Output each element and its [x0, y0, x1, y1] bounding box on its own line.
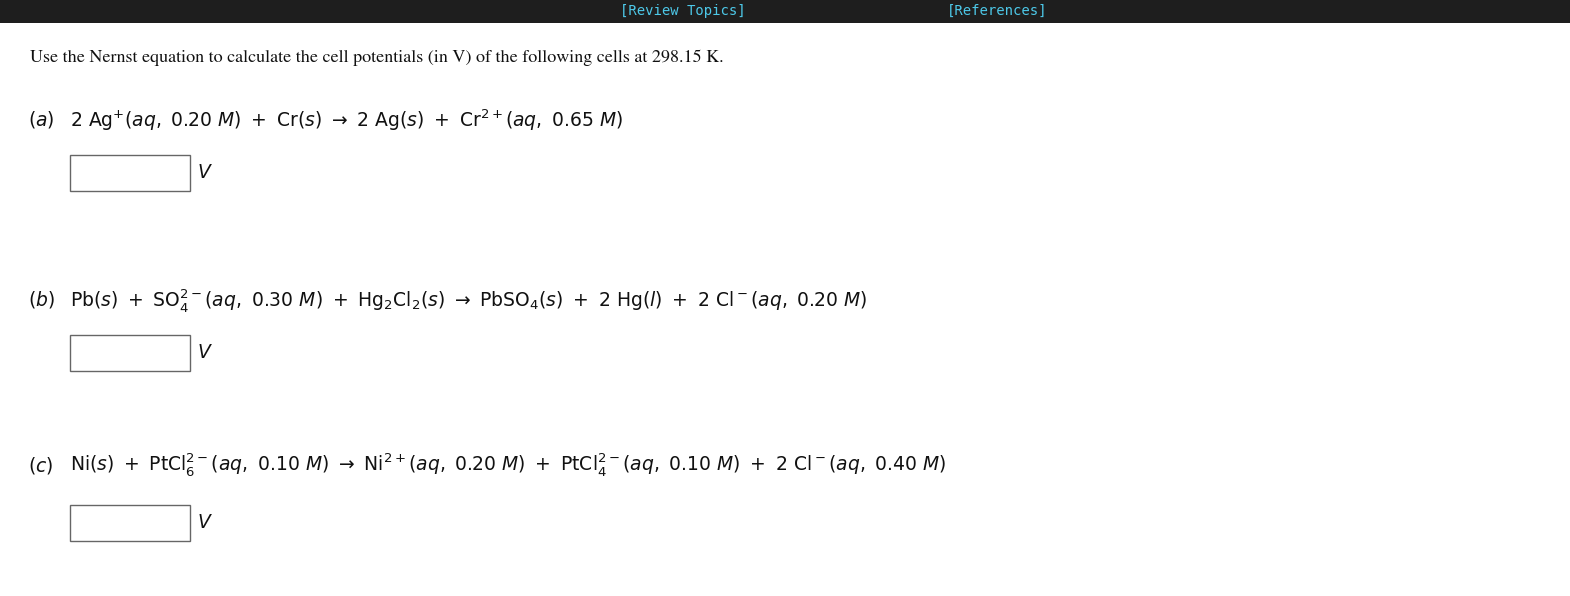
Text: $(b)$: $(b)$	[28, 290, 55, 311]
Bar	[71, 335, 190, 371]
Text: $(a)$: $(a)$	[28, 110, 55, 131]
Text: Use the Nernst equation to calculate the cell potentials (in V) of the following: Use the Nernst equation to calculate the…	[30, 50, 724, 66]
Text: [References]: [References]	[947, 4, 1047, 18]
Text: $(c)$: $(c)$	[28, 455, 53, 476]
Text: $V$: $V$	[196, 344, 214, 362]
Bar	[71, 155, 190, 191]
Text: $V$: $V$	[196, 164, 214, 182]
Text: $V$: $V$	[196, 514, 214, 532]
Text: $\mathrm{Ni}(\mathit{s})\ +\ \mathrm{PtCl}_6^{2-}(\mathit{aq},\ 0.10\ \mathit{M}: $\mathrm{Ni}(\mathit{s})\ +\ \mathrm{PtC…	[71, 452, 947, 479]
Bar	[71, 505, 190, 541]
Bar	[0, 0, 1570, 23]
Text: $2\ \mathrm{Ag}^{+}(\mathit{aq},\ 0.20\ \mathit{M})\ +\ \mathrm{Cr}(\mathit{s})$: $2\ \mathrm{Ag}^{+}(\mathit{aq},\ 0.20\ …	[71, 107, 623, 133]
Text: $\mathrm{Pb}(\mathit{s})\ +\ \mathrm{SO}_4^{2-}(\mathit{aq},\ 0.30\ \mathit{M})\: $\mathrm{Pb}(\mathit{s})\ +\ \mathrm{SO}…	[71, 287, 868, 313]
Text: [Review Topics]: [Review Topics]	[620, 4, 746, 18]
